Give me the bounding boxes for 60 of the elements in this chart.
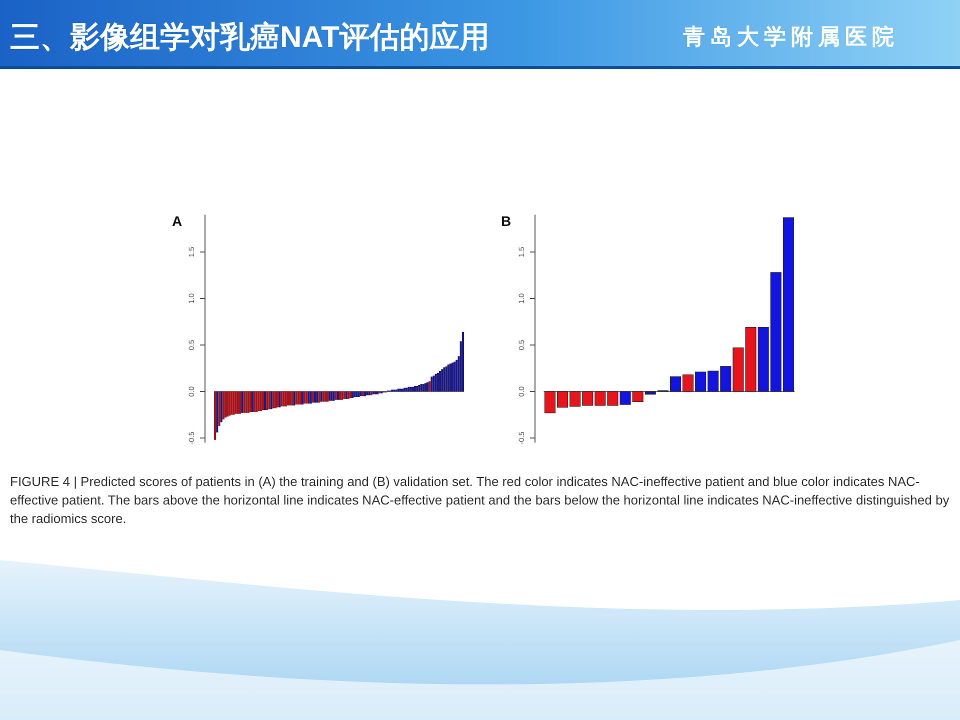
bar — [436, 372, 439, 392]
bar — [341, 392, 344, 400]
bar — [430, 376, 433, 392]
bar — [374, 392, 376, 394]
bar — [366, 392, 368, 396]
bar — [452, 362, 454, 392]
bar — [462, 332, 464, 392]
bar — [224, 392, 226, 418]
bar — [226, 392, 229, 417]
bar — [402, 388, 404, 392]
text: 青岛大学附属医院 — [682, 24, 899, 49]
bar — [447, 364, 450, 392]
bar — [216, 392, 218, 432]
bar — [256, 392, 258, 412]
bar — [454, 362, 456, 392]
bar — [399, 388, 402, 392]
chart-title: A — [172, 213, 182, 229]
bar — [297, 392, 300, 405]
bar — [222, 392, 224, 420]
bar — [352, 392, 354, 398]
bar — [330, 392, 333, 401]
caption: FIGURE 4 | Predicted scores of patients in (A) the training and (B) validation set. The red color indicates NAC-ineffective patient and blue color indicates NAC-effective patient. The bars above the horizontal line indicates NAC-effective patient and the bars below the horizontal line indicates NAC-ineffective distinguished by the radiomics score. — [10, 474, 950, 526]
bar — [358, 392, 360, 398]
bar — [424, 383, 426, 392]
bar — [410, 386, 412, 392]
bar — [274, 392, 276, 408]
bar — [260, 392, 262, 412]
bar — [286, 392, 289, 406]
bar — [339, 392, 342, 400]
bar — [439, 371, 442, 392]
bar — [314, 392, 316, 403]
bar — [349, 392, 352, 398]
bar — [218, 392, 220, 426]
bar — [247, 392, 250, 413]
bar — [230, 392, 233, 415]
bar — [412, 386, 414, 392]
bar — [416, 386, 418, 392]
bar — [324, 392, 326, 402]
bar — [441, 369, 444, 392]
bar — [354, 392, 356, 398]
bar — [220, 392, 222, 422]
bar — [406, 388, 408, 392]
bar — [434, 374, 437, 392]
bar — [234, 392, 237, 414]
chart-title: B — [501, 213, 512, 229]
bar — [214, 392, 216, 440]
bar — [228, 392, 231, 416]
bar — [262, 392, 264, 410]
bar — [289, 392, 292, 406]
text: 三、影像组学对乳癌NAT评估的应用 — [10, 20, 490, 54]
bar — [299, 392, 302, 405]
bar — [449, 364, 452, 392]
bar — [404, 388, 406, 392]
bar — [432, 376, 435, 392]
bar — [249, 392, 252, 412]
bar — [236, 392, 239, 414]
bar — [364, 392, 366, 396]
bar — [284, 392, 287, 406]
bar — [422, 384, 424, 392]
bar — [414, 386, 416, 392]
